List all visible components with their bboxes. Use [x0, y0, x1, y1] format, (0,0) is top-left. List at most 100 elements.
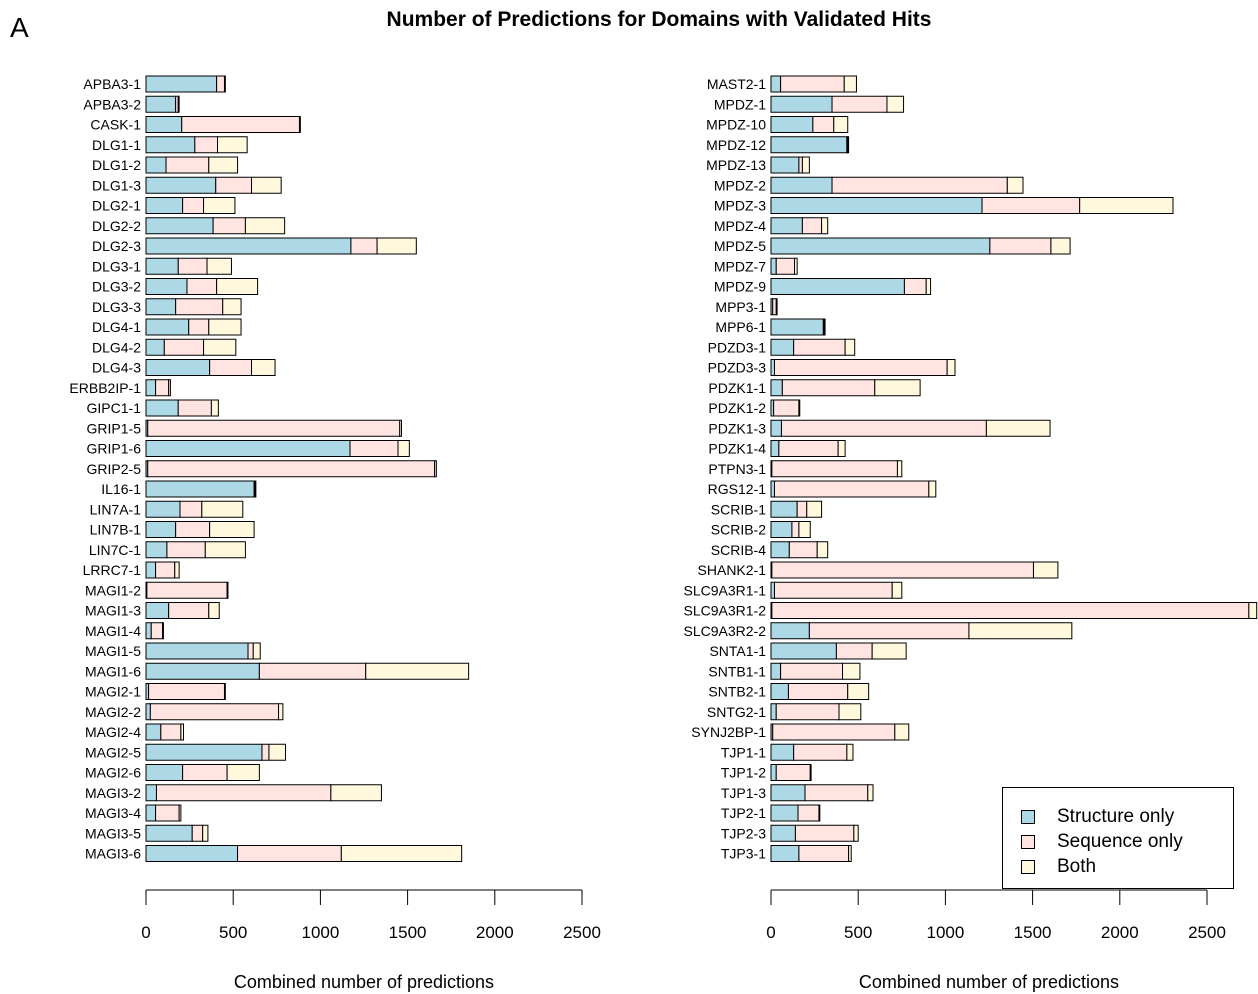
bar-segment-both [843, 75, 857, 93]
bar-segment-sequence [797, 804, 820, 822]
legend-item-structure: Structure only [1003, 804, 1233, 829]
bar-segment-structure [145, 622, 152, 640]
category-label: CASK-1 [90, 117, 141, 133]
category-label: TJP2-3 [721, 825, 766, 841]
legend-swatch-both [1021, 859, 1035, 874]
bar-segment-structure [145, 75, 218, 93]
bar-segment-both [847, 136, 850, 154]
bar-segment-structure [770, 257, 777, 275]
bar-segment-sequence [801, 217, 823, 235]
bar-segment-structure [770, 521, 793, 538]
x-tick-label: 0 [766, 923, 775, 942]
bar-segment-sequence [775, 257, 796, 275]
bar-segment-both [925, 278, 932, 295]
category-label: DLG2-1 [92, 198, 141, 214]
bar-segment-structure [145, 804, 157, 822]
category-label: TJP3-1 [721, 846, 766, 862]
bar-segment-sequence [261, 743, 270, 761]
category-label: DLG4-3 [92, 360, 141, 376]
bar-segment-sequence [146, 581, 228, 599]
bar-segment-sequence [188, 318, 210, 336]
bar-segment-both [848, 845, 852, 862]
category-label: SLC9A3R1-1 [684, 582, 767, 598]
category-label: MPDZ-12 [706, 137, 766, 153]
category-label: MPDZ-9 [714, 279, 766, 295]
bar-segment-structure [145, 257, 179, 275]
x-tick-label: 1000 [926, 923, 964, 942]
bar-segment-structure [145, 602, 170, 619]
category-label: SNTB2-1 [708, 684, 766, 700]
bar-segment-structure [770, 662, 782, 680]
category-label: PDZD3-3 [708, 360, 767, 376]
bar-segment-structure [770, 338, 795, 356]
bar-segment-both [891, 581, 903, 599]
bar-segment-structure [770, 683, 789, 700]
bar-segment-structure [145, 298, 177, 316]
bar-segment-structure [145, 197, 184, 214]
bar-segment-both [985, 419, 1051, 437]
bar-segment-both [434, 460, 437, 478]
bar-segment-both [798, 399, 801, 417]
legend-label-both: Both [1057, 855, 1097, 877]
bar-segment-structure [145, 156, 167, 174]
category-label: PDZK1-3 [708, 420, 766, 436]
category-label: DLG1-1 [92, 137, 141, 153]
bar-segment-sequence [773, 581, 893, 599]
bar-segment-sequence [175, 298, 224, 316]
category-label: SCRIB-4 [711, 542, 766, 558]
bar-segment-structure [770, 743, 795, 761]
category-label: PTPN3-1 [708, 461, 766, 477]
bar-segment-structure [770, 95, 833, 113]
category-label: PDZK1-2 [708, 400, 766, 416]
x-tick-label: 2000 [1101, 923, 1139, 942]
bar-segment-both [806, 500, 823, 518]
bar-segment-both [838, 703, 862, 721]
bar-segment-structure [770, 480, 775, 498]
bar-segment-sequence [773, 480, 930, 498]
bar-segment-both [203, 338, 237, 356]
bar-segment-sequence [772, 723, 896, 741]
bar-segment-structure [770, 176, 833, 194]
category-label: GRIP1-5 [87, 420, 142, 436]
bar-segment-structure [145, 440, 351, 457]
category-label: SYNJ2BP-1 [691, 724, 766, 740]
bar-segment-sequence [215, 176, 253, 194]
bar-segment-both [823, 318, 826, 336]
bar-segment-sequence [177, 257, 208, 275]
category-label: DLG2-3 [92, 238, 141, 254]
category-label: MAGI3-4 [85, 805, 141, 821]
bar-segment-sequence [771, 602, 1250, 619]
bar-segment-both [842, 662, 861, 680]
category-label: MAGI2-1 [85, 684, 141, 700]
bar-segment-both [202, 824, 209, 842]
x-axis-title: Combined number of predictions [859, 972, 1119, 992]
category-label: SHANK2-1 [698, 562, 767, 578]
category-label: MAGI3-5 [85, 825, 141, 841]
bar-segment-structure [770, 500, 798, 518]
legend-label-sequence: Sequence only [1057, 830, 1183, 852]
category-label: TJP1-3 [721, 785, 766, 801]
bar-segment-both [180, 723, 184, 741]
bar-segment-structure [770, 359, 775, 376]
bar-segment-sequence [798, 156, 803, 174]
bar-segment-sequence [177, 399, 212, 417]
bar-segment-sequence [780, 662, 844, 680]
bar-segment-structure [770, 642, 837, 660]
category-label: MAGI3-2 [85, 785, 141, 801]
category-label: PDZK1-4 [708, 441, 766, 457]
bar-segment-sequence [175, 521, 211, 538]
bar-segment-structure [145, 743, 263, 761]
bar-segment-both [397, 440, 410, 457]
bar-segment-both [222, 298, 242, 316]
bar-segment-structure [145, 399, 179, 417]
bar-segment-structure [770, 237, 991, 255]
bar-segment-structure [145, 278, 188, 295]
bar-segment-both [847, 683, 870, 700]
bar-segment-structure [145, 662, 260, 680]
bar-segment-both [846, 743, 854, 761]
bar-segment-sequence [186, 278, 218, 295]
bar-segment-structure [770, 581, 775, 599]
category-label: MAST2-1 [707, 76, 766, 92]
bar-segment-structure [145, 642, 249, 660]
bar-segment-sequence [798, 845, 850, 862]
